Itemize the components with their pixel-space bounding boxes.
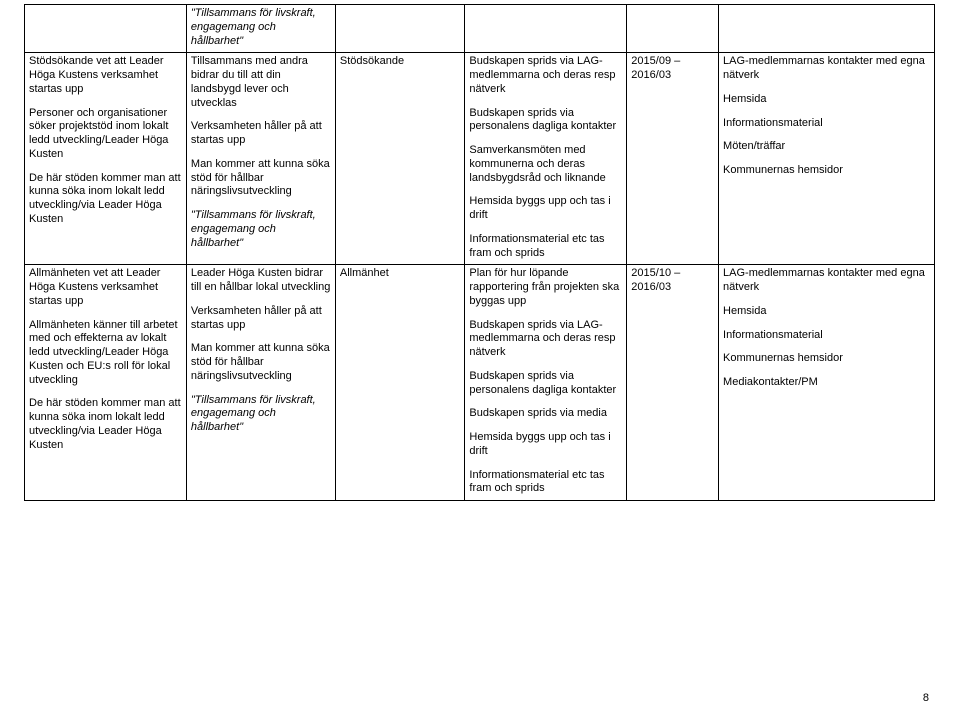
table-cell: Leader Höga Kusten bidrar till en hållba… [186, 265, 335, 501]
cell-paragraph: De här stöden kommer man att kunna söka … [29, 397, 182, 452]
page-number: 8 [923, 692, 929, 704]
cell-paragraph: Verksamheten håller på att startas upp [191, 120, 331, 148]
cell-paragraph: Plan för hur löpande rapportering från p… [469, 267, 622, 308]
table-row: Stödsökande vet att Leader Höga Kustens … [25, 53, 935, 265]
cell-paragraph: Budskapen sprids via LAG-medlemmarna och… [469, 319, 622, 360]
table-cell [719, 5, 935, 53]
cell-paragraph: Hemsida byggs upp och tas i drift [469, 431, 622, 459]
cell-paragraph: "Tillsammans för livskraft, engagemang o… [191, 209, 331, 250]
cell-paragraph: Allmänhet [340, 267, 461, 281]
cell-paragraph: LAG-medlemmarnas kontakter med egna nätv… [723, 55, 930, 83]
table-cell: 2015/10 – 2016/03 [627, 265, 719, 501]
cell-paragraph: Budskapen sprids via personalens dagliga… [469, 107, 622, 135]
cell-paragraph: Hemsida [723, 93, 930, 107]
cell-paragraph: Budskapen sprids via LAG-medlemmarna och… [469, 55, 622, 96]
table-cell: Stödsökande vet att Leader Höga Kustens … [25, 53, 187, 265]
table-cell: LAG-medlemmarnas kontakter med egna nätv… [719, 265, 935, 501]
cell-paragraph: LAG-medlemmarnas kontakter med egna nätv… [723, 267, 930, 295]
table-cell [335, 5, 465, 53]
cell-paragraph: Tillsammans med andra bidrar du till att… [191, 55, 331, 110]
cell-paragraph: Informationsmaterial [723, 117, 930, 131]
table-cell [465, 5, 627, 53]
table-cell: Budskapen sprids via LAG-medlemmarna och… [465, 53, 627, 265]
cell-paragraph: Man kommer att kunna söka stöd för hållb… [191, 342, 331, 383]
cell-paragraph: Samverkansmöten med kommunerna och deras… [469, 144, 622, 185]
cell-paragraph: De här stöden kommer man att kunna söka … [29, 172, 182, 227]
table-cell: "Tillsammans för livskraft, engagemang o… [186, 5, 335, 53]
table-cell: Tillsammans med andra bidrar du till att… [186, 53, 335, 265]
table-cell: Allmänhet [335, 265, 465, 501]
cell-paragraph: Informationsmaterial etc tas fram och sp… [469, 233, 622, 261]
cell-paragraph: Allmänheten vet att Leader Höga Kustens … [29, 267, 182, 308]
content-table: "Tillsammans för livskraft, engagemang o… [24, 4, 935, 501]
cell-paragraph: Man kommer att kunna söka stöd för hållb… [191, 158, 331, 199]
cell-paragraph: Stödsökande [340, 55, 461, 69]
table-row: Allmänheten vet att Leader Höga Kustens … [25, 265, 935, 501]
cell-paragraph: Informationsmaterial etc tas fram och sp… [469, 469, 622, 497]
table-cell: Stödsökande [335, 53, 465, 265]
cell-paragraph: Budskapen sprids via media [469, 407, 622, 421]
cell-paragraph: "Tillsammans för livskraft, engagemang o… [191, 7, 331, 48]
cell-paragraph: Möten/träffar [723, 140, 930, 154]
table-cell [627, 5, 719, 53]
table-cell: LAG-medlemmarnas kontakter med egna nätv… [719, 53, 935, 265]
page: "Tillsammans för livskraft, engagemang o… [0, 0, 959, 716]
cell-paragraph: Leader Höga Kusten bidrar till en hållba… [191, 267, 331, 295]
cell-paragraph: Budskapen sprids via personalens dagliga… [469, 370, 622, 398]
cell-paragraph: Informationsmaterial [723, 329, 930, 343]
cell-paragraph: Verksamheten håller på att startas upp [191, 305, 331, 333]
table-cell: 2015/09 – 2016/03 [627, 53, 719, 265]
cell-paragraph: "Tillsammans för livskraft, engagemang o… [191, 394, 331, 435]
cell-paragraph: 2015/09 – 2016/03 [631, 55, 714, 83]
cell-paragraph: Allmänheten känner till arbetet med och … [29, 319, 182, 388]
table-cell: Plan för hur löpande rapportering från p… [465, 265, 627, 501]
cell-paragraph: Mediakontakter/PM [723, 376, 930, 390]
cell-paragraph: Hemsida byggs upp och tas i drift [469, 195, 622, 223]
cell-paragraph: Stödsökande vet att Leader Höga Kustens … [29, 55, 182, 96]
cell-paragraph: 2015/10 – 2016/03 [631, 267, 714, 295]
table-row: "Tillsammans för livskraft, engagemang o… [25, 5, 935, 53]
cell-paragraph: Kommunernas hemsidor [723, 352, 930, 366]
table-cell [25, 5, 187, 53]
cell-paragraph: Kommunernas hemsidor [723, 164, 930, 178]
cell-paragraph: Hemsida [723, 305, 930, 319]
cell-paragraph: Personer och organisationer söker projek… [29, 107, 182, 162]
table-cell: Allmänheten vet att Leader Höga Kustens … [25, 265, 187, 501]
